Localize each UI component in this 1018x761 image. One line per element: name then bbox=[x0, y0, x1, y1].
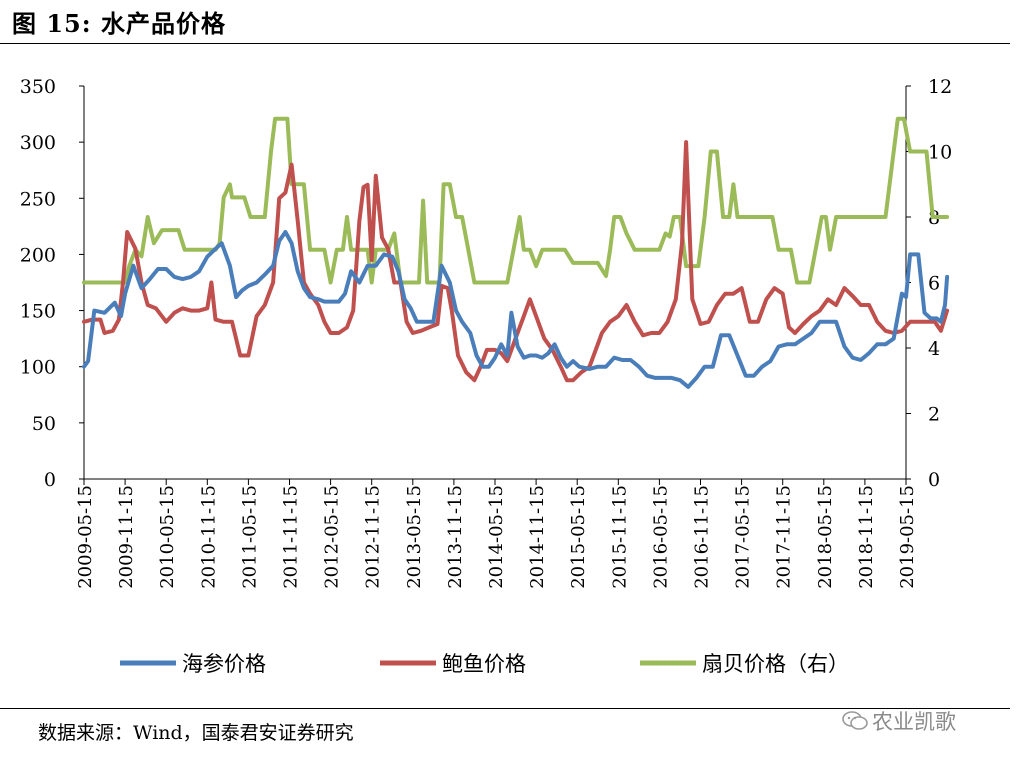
right-tick-label: 2 bbox=[928, 404, 940, 426]
right-tick-label: 12 bbox=[928, 76, 952, 98]
x-tick-label: 2009-05-15 bbox=[75, 485, 96, 589]
x-tick-label: 2013-11-15 bbox=[445, 485, 466, 589]
left-tick-label: 0 bbox=[44, 469, 56, 491]
line-chart: 0501001502002503003500246810122009-05-15… bbox=[20, 76, 952, 676]
x-tick-label: 2013-05-15 bbox=[404, 485, 425, 589]
left-tick-label: 200 bbox=[20, 244, 56, 266]
chart-axes: 0501001502002503003500246810122009-05-15… bbox=[20, 76, 952, 589]
x-tick-label: 2011-05-15 bbox=[239, 485, 260, 589]
series-line bbox=[82, 230, 950, 389]
x-tick-label: 2009-11-15 bbox=[116, 485, 137, 589]
source-rule bbox=[0, 708, 1010, 709]
x-tick-label: 2015-11-15 bbox=[609, 485, 630, 589]
x-tick-label: 2017-05-15 bbox=[733, 485, 754, 589]
x-tick-label: 2015-05-15 bbox=[568, 485, 589, 589]
watermark: 农业凯歌 bbox=[842, 706, 956, 736]
x-tick-label: 2017-11-15 bbox=[774, 485, 795, 589]
right-tick-label: 0 bbox=[928, 469, 940, 491]
left-tick-label: 300 bbox=[20, 132, 56, 154]
x-tick-label: 2019-05-15 bbox=[897, 485, 918, 589]
x-tick-label: 2018-05-15 bbox=[815, 485, 836, 589]
x-tick-label: 2010-05-15 bbox=[157, 485, 178, 589]
watermark-text: 农业凯歌 bbox=[872, 710, 956, 734]
x-tick-label: 2014-05-15 bbox=[486, 485, 507, 589]
series-line bbox=[82, 116, 950, 285]
wechat-icon bbox=[842, 711, 868, 730]
chart-legend: 海参价格 鲍鱼价格 扇贝价格（右） bbox=[120, 652, 849, 676]
figure-title: 图 15: 水产品价格 bbox=[12, 9, 226, 38]
left-tick-label: 150 bbox=[20, 301, 56, 323]
x-tick-label: 2014-11-15 bbox=[527, 485, 548, 589]
left-tick-label: 50 bbox=[32, 413, 56, 435]
series-line bbox=[82, 140, 950, 383]
x-tick-label: 2016-11-15 bbox=[692, 485, 713, 589]
x-tick-label: 2010-11-15 bbox=[198, 485, 219, 589]
right-tick-label: 6 bbox=[928, 273, 940, 295]
legend-label: 扇贝价格（右） bbox=[702, 652, 849, 676]
right-tick-label: 4 bbox=[928, 338, 940, 360]
chart-series bbox=[82, 116, 950, 389]
left-tick-label: 250 bbox=[20, 188, 56, 210]
legend-label: 鲍鱼价格 bbox=[442, 652, 526, 676]
left-tick-label: 100 bbox=[20, 357, 56, 379]
x-tick-label: 2012-11-15 bbox=[363, 485, 384, 589]
left-tick-label: 350 bbox=[20, 76, 56, 98]
x-tick-label: 2016-05-15 bbox=[650, 485, 671, 589]
x-tick-label: 2011-11-15 bbox=[281, 485, 302, 589]
right-tick-label: 10 bbox=[928, 142, 952, 164]
source-note: 数据来源：Wind，国泰君安证券研究 bbox=[38, 722, 354, 744]
x-tick-label: 2012-05-15 bbox=[322, 485, 343, 589]
legend-label: 海参价格 bbox=[182, 652, 266, 676]
x-tick-label: 2018-11-15 bbox=[856, 485, 877, 589]
title-rule bbox=[0, 43, 1010, 44]
